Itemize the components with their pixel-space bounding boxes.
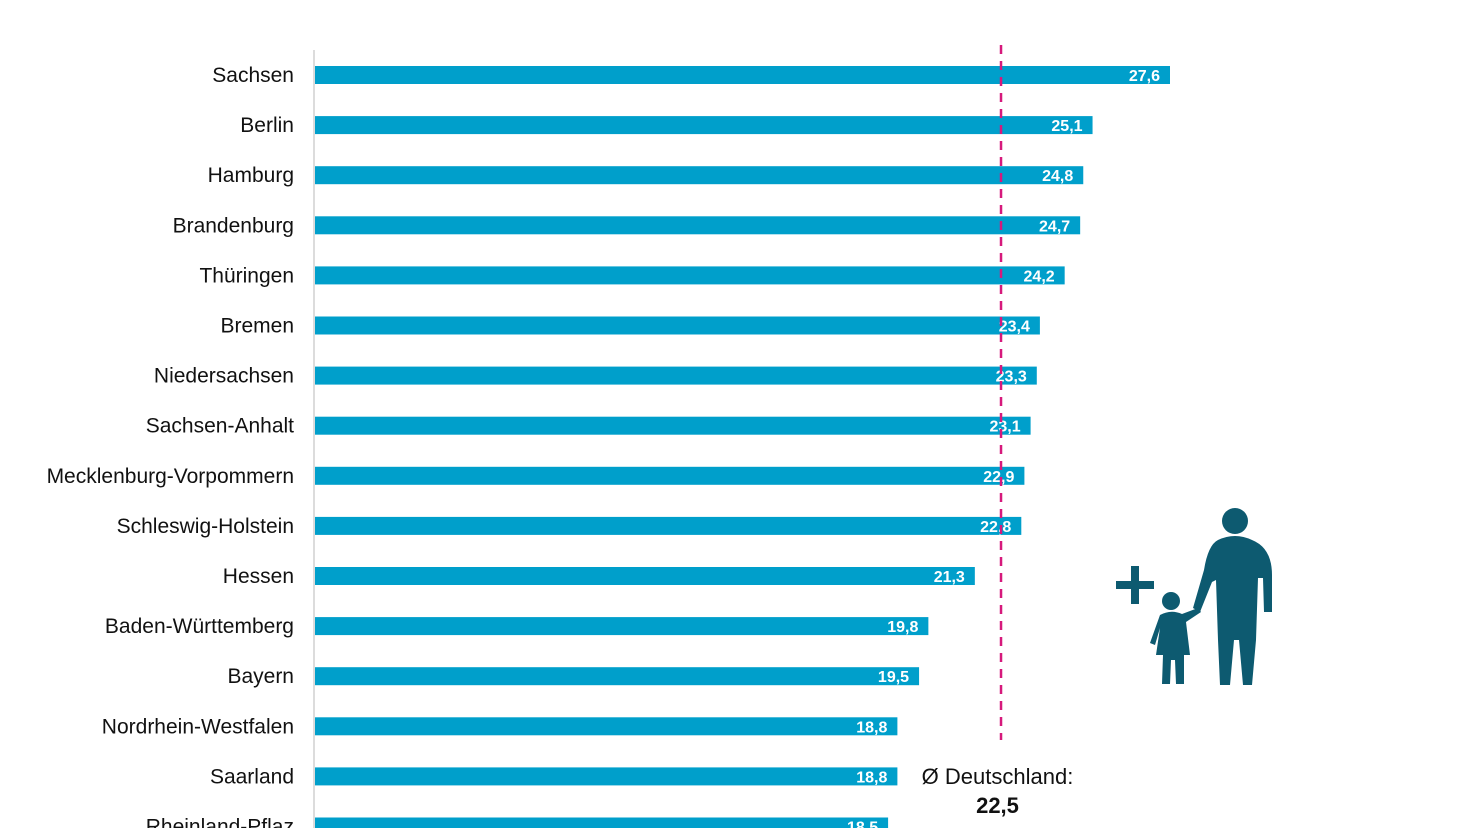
data-label: 19,5	[878, 669, 909, 686]
bar	[315, 316, 1040, 335]
data-label: 23,3	[996, 369, 1027, 386]
average-annotation: Ø Deutschland: 22,5	[905, 762, 1090, 820]
bar	[315, 717, 898, 736]
bar	[315, 767, 898, 786]
category-label: Baden-Württemberg	[105, 615, 294, 638]
category-label: Sachsen	[212, 64, 294, 87]
bar	[315, 166, 1084, 185]
category-label: Brandenburg	[173, 214, 294, 237]
average-label: Ø Deutschland:	[921, 764, 1074, 789]
data-label: 27,6	[1129, 68, 1160, 85]
data-label: 19,8	[887, 619, 918, 636]
bar	[315, 516, 1022, 535]
category-label: Sachsen-Anhalt	[146, 415, 294, 438]
data-label: 18,8	[856, 769, 887, 786]
bar	[315, 817, 889, 828]
single-parent-with-child-icon	[1116, 508, 1272, 685]
data-label: 23,4	[999, 319, 1030, 336]
category-label: Berlin	[240, 114, 294, 137]
bar	[315, 116, 1093, 135]
category-label: Bremen	[220, 315, 294, 338]
bar	[315, 567, 975, 585]
category-label: Bayern	[227, 665, 294, 688]
category-label: Schleswig-Holstein	[117, 515, 294, 538]
average-value: 22,5	[976, 793, 1019, 818]
category-label: Hamburg	[208, 164, 294, 187]
bar	[315, 667, 920, 686]
category-label: Hessen	[223, 565, 294, 588]
data-label: 18,8	[856, 719, 887, 736]
category-label: Niedersachsen	[154, 365, 294, 388]
category-label: Thüringen	[199, 264, 294, 287]
category-label: Nordrhein-Westfalen	[102, 715, 294, 738]
data-label: 24,8	[1042, 168, 1073, 185]
bar	[315, 466, 1025, 485]
data-label: 22,9	[983, 469, 1014, 486]
category-label: Mecklenburg-Vorpommern	[47, 465, 294, 488]
bar	[315, 416, 1031, 435]
data-label: 22,8	[980, 519, 1011, 536]
bar	[315, 66, 1170, 84]
data-label: 21,3	[934, 569, 965, 586]
category-label: Rheinland-Pflaz	[146, 816, 294, 828]
bar	[315, 617, 929, 636]
bar	[315, 266, 1065, 285]
data-label: 23,1	[989, 419, 1020, 436]
bar	[315, 216, 1081, 235]
bar	[315, 366, 1037, 385]
category-label: Saarland	[210, 765, 294, 788]
data-label: 18,5	[847, 820, 878, 828]
data-label: 25,1	[1051, 118, 1082, 135]
data-label: 24,7	[1039, 218, 1070, 235]
data-label: 24,2	[1024, 268, 1055, 285]
